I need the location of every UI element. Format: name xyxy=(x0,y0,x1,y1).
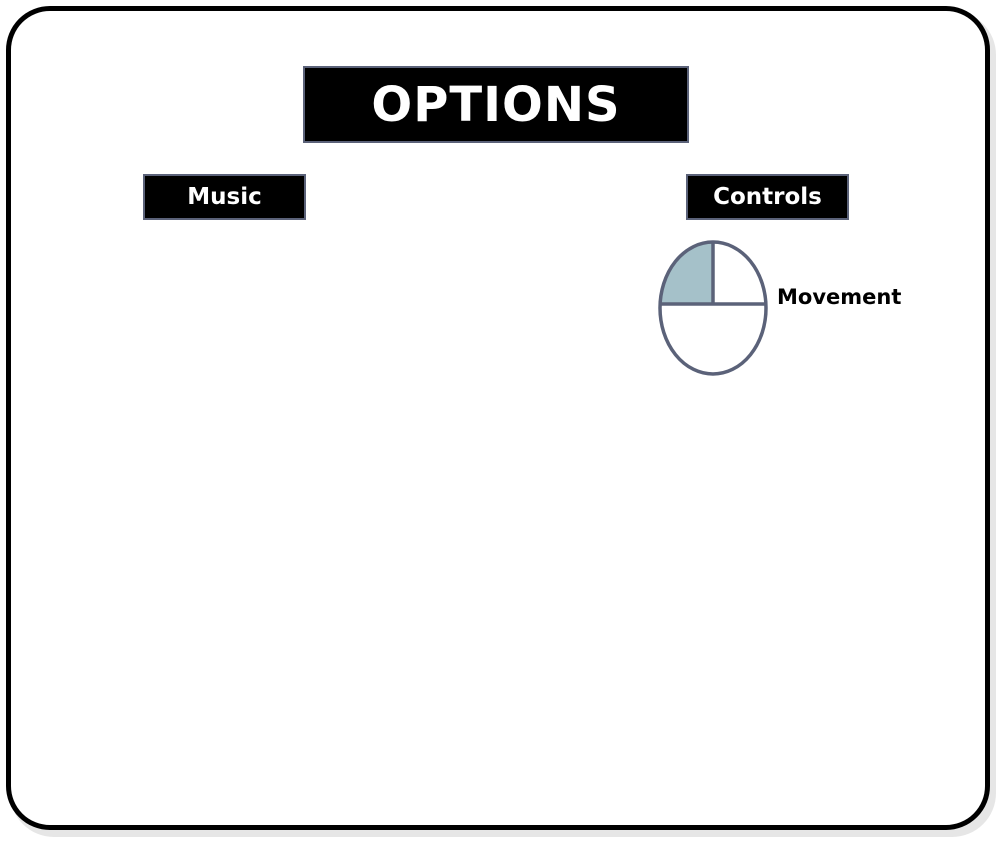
controls-button[interactable]: Controls xyxy=(686,174,849,220)
music-button[interactable]: Music xyxy=(143,174,306,220)
options-title-text: OPTIONS xyxy=(371,76,621,133)
mouse-left-click-icon xyxy=(658,240,768,376)
music-button-label: Music xyxy=(187,184,262,210)
options-title: OPTIONS xyxy=(303,66,689,143)
movement-label: Movement xyxy=(777,285,902,309)
options-panel xyxy=(6,6,990,830)
mouse-left-button-highlight xyxy=(660,242,713,304)
controls-button-label: Controls xyxy=(713,184,822,210)
